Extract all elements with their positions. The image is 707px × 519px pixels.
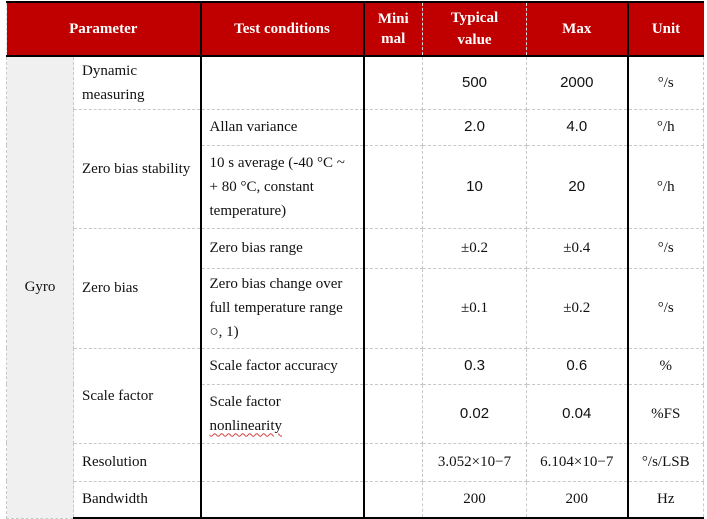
condition-text-line1: Scale factor (209, 393, 281, 410)
unit-cell: °/s (626, 227, 705, 269)
unit-cell: °/s (626, 55, 705, 110)
header-parameter: Parameter (5, 1, 201, 57)
unit-cell: °/h (626, 108, 705, 146)
table-row: Zero bias Zero bias range ±0.2 ±0.4 °/s (7, 227, 705, 349)
typical-cell: 2.0 (422, 108, 528, 146)
min-cell (362, 480, 424, 519)
table-row: 10 s average (-40 °C ~ + 80 °C, constant… (7, 144, 705, 229)
condition-cell: Allan variance (199, 108, 365, 146)
parameter-cell: Zero bias (72, 227, 202, 349)
min-cell (362, 442, 424, 482)
condition-cell: Scale factor accuracy (199, 347, 365, 385)
table-row: Zero bias stability Allan variance 2.0 4… (7, 108, 705, 229)
header-typical-value: Typical value (422, 1, 527, 57)
parameter-cell: Zero bias stability (72, 108, 202, 229)
header-row: Parameter Test conditions Mini mal Typica… (5, 1, 704, 57)
table-row: Bandwidth 200 200 Hz (7, 480, 705, 519)
max-cell: 4.0 (526, 108, 629, 146)
typical-cell: 0.02 (422, 383, 528, 444)
unit-cell: °/s/LSB (626, 442, 705, 482)
max-cell: 6.104×10−7 (526, 442, 629, 482)
condition-cell: Zero bias range (199, 227, 365, 269)
unit-cell: Hz (626, 480, 705, 519)
gyro-spec-table: Parameter Test conditions Mini mal Typica… (5, 1, 705, 519)
typical-cell: 200 (422, 480, 528, 519)
table-row: Scale factor Scale factor accuracy 0.3 0… (7, 347, 705, 444)
max-cell: 200 (526, 480, 629, 519)
min-cell (362, 227, 424, 269)
header-minimal: Mini mal (362, 1, 423, 57)
parameter-cell: Dynamic measuring (72, 55, 202, 110)
unit-cell: °/h (626, 144, 705, 229)
typical-cell: ±0.2 (422, 227, 528, 269)
header-max: Max (526, 1, 628, 57)
min-cell (362, 347, 424, 385)
condition-cell (199, 55, 365, 110)
group-label-gyro: Gyro (6, 55, 74, 519)
min-cell (362, 108, 424, 146)
max-cell: 0.6 (526, 347, 629, 385)
max-cell: 2000 (526, 55, 629, 110)
parameter-cell: Scale factor (72, 347, 202, 444)
typical-cell: ±0.1 (422, 267, 528, 349)
typical-cell: 500 (422, 55, 528, 110)
min-cell (362, 383, 424, 444)
condition-cell (199, 480, 365, 519)
header-test-conditions: Test conditions (199, 1, 364, 57)
spellcheck-underlined-word: nonlinearity (209, 417, 282, 434)
condition-cell (199, 442, 365, 482)
table-row: Scale factor nonlinearity 0.02 0.04 %FS (7, 383, 705, 444)
min-cell (362, 144, 424, 229)
max-cell: ±0.2 (526, 267, 629, 349)
max-cell: 20 (526, 144, 629, 229)
unit-cell: °/s (626, 267, 705, 349)
parameter-cell: Bandwidth (72, 480, 202, 519)
min-cell (362, 267, 424, 349)
unit-cell: %FS (626, 383, 705, 444)
typical-cell: 3.052×10−7 (422, 442, 528, 482)
condition-cell: Scale factor nonlinearity (199, 383, 365, 444)
typical-cell: 10 (422, 144, 528, 229)
typical-cell: 0.3 (422, 347, 528, 385)
min-cell (362, 55, 424, 110)
table-row: Gyro Dynamic measuring 500 2000 °/s (6, 55, 705, 519)
parameter-cell: Resolution (72, 442, 202, 482)
table-row: Zero bias change over full temperature r… (7, 267, 705, 349)
condition-cell: 10 s average (-40 °C ~ + 80 °C, constant… (199, 144, 365, 229)
max-cell: ±0.4 (526, 227, 629, 269)
table-row: Resolution 3.052×10−7 6.104×10−7 °/s/LSB (7, 442, 705, 482)
condition-cell: Zero bias change over full temperature r… (199, 267, 365, 349)
header-unit: Unit (626, 1, 704, 57)
max-cell: 0.04 (526, 383, 629, 444)
unit-cell: % (626, 347, 705, 385)
